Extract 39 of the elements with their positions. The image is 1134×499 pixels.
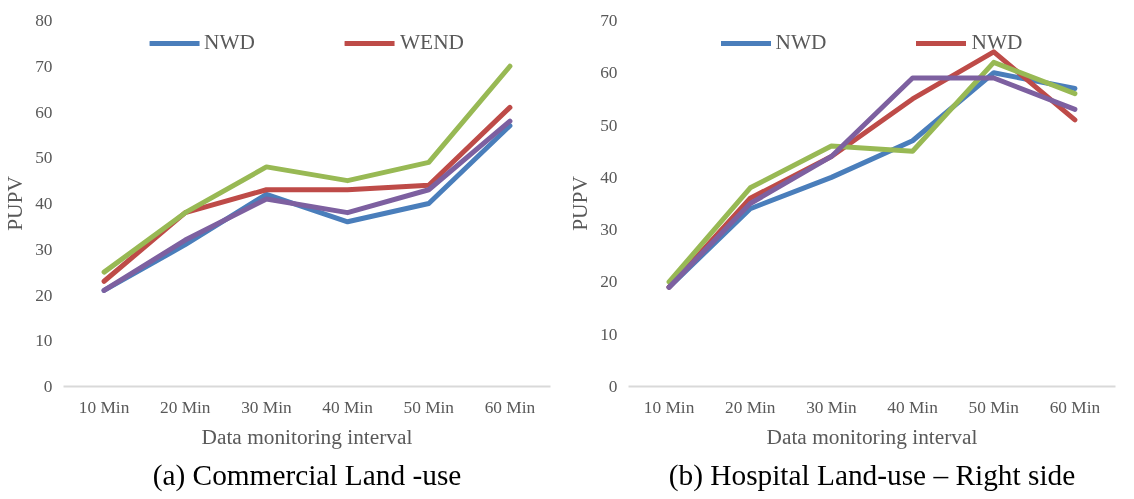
x-tick-label: 10 Min (78, 397, 130, 417)
x-axis-title: Data monitoring interval (201, 424, 413, 449)
x-tick-label: 40 Min (887, 397, 939, 417)
y-tick-label: 10 (600, 324, 618, 344)
y-tick-label: 40 (600, 167, 618, 187)
legend-label: WEND (399, 30, 464, 55)
y-tick-label: 80 (35, 11, 53, 30)
x-tick-label: 60 Min (1049, 397, 1101, 417)
y-tick-label: 50 (600, 115, 618, 135)
text: (b) Hospital Land-use – Right side (668, 458, 1076, 492)
y-tick-label: 30 (35, 239, 53, 259)
y-tick-label: 10 (35, 331, 53, 351)
text: (a) Commercial Land -use (152, 458, 462, 492)
y-tick-label: 70 (35, 56, 53, 76)
x-tick-label: 40 Min (322, 397, 374, 417)
y-axis-title: PUPV (568, 175, 593, 231)
y-tick-label: 60 (35, 102, 53, 122)
y-tick-label: 0 (608, 377, 618, 396)
legend-label: NWD (204, 30, 255, 55)
y-tick-label: 70 (600, 11, 618, 30)
x-tick-label: 20 Min (724, 397, 776, 417)
y-tick-label: 20 (35, 285, 53, 305)
legend-label: NWD (775, 30, 827, 55)
x-tick-label: 20 Min (159, 397, 211, 417)
legend-label: NWD (971, 30, 1023, 55)
x-axis-title: Data monitoring interval (766, 424, 978, 449)
y-tick-label: 50 (35, 148, 53, 168)
x-tick-label: 10 Min (643, 397, 695, 417)
x-tick-label: 50 Min (968, 397, 1020, 417)
x-tick-label: 30 Min (806, 397, 858, 417)
y-tick-label: 0 (43, 377, 53, 396)
x-tick-label: 30 Min (241, 397, 293, 417)
x-tick-label: 50 Min (403, 397, 455, 417)
y-tick-label: 40 (35, 194, 53, 213)
x-tick-label: 60 Min (484, 397, 536, 417)
y-axis-title: PUPV (3, 175, 28, 231)
y-tick-label: 30 (600, 220, 618, 240)
y-tick-label: 20 (600, 272, 618, 292)
y-tick-label: 60 (600, 63, 618, 83)
